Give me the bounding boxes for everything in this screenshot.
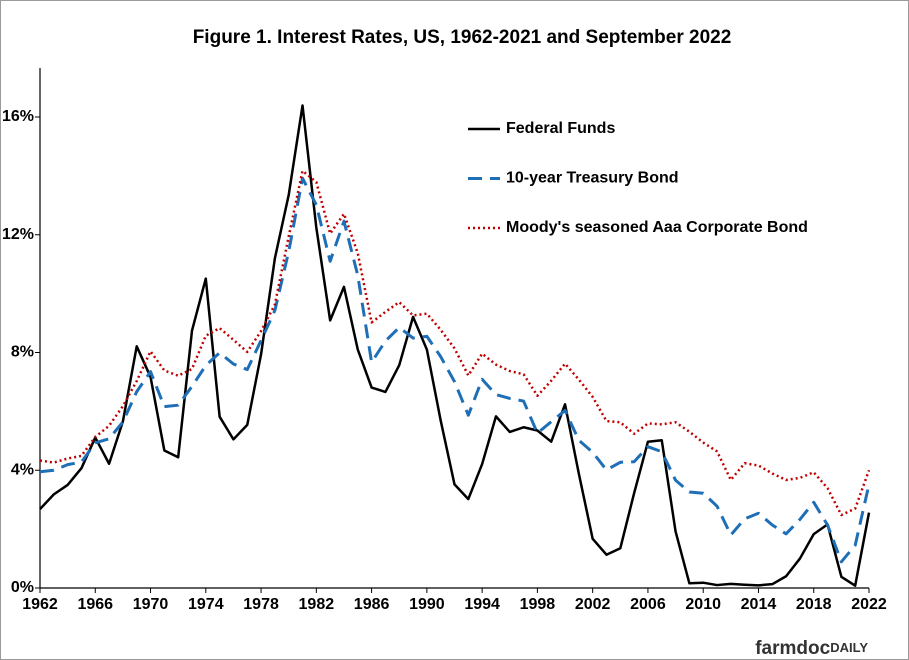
x-tick-label: 1974: [188, 596, 224, 613]
series-line: [39, 169, 871, 517]
x-tick-label: 1970: [133, 596, 169, 613]
y-tick-label: 0%: [11, 579, 34, 596]
x-tick-label: 1998: [520, 596, 556, 613]
y-tick-label: 4%: [11, 461, 34, 478]
y-tick-label: 12%: [2, 226, 34, 243]
x-tick-label: 1962: [22, 596, 58, 613]
x-tick-label: 1966: [77, 596, 113, 613]
legend-label: Moody's seasoned Aaa Corporate Bond: [506, 219, 808, 236]
x-tick-label: 2002: [575, 596, 611, 613]
series-line: [39, 104, 871, 587]
x-tick-label: 2010: [685, 596, 721, 613]
x-tick-label: 1994: [464, 596, 500, 613]
x-tick-label: 1982: [299, 596, 335, 613]
x-tick-label: 1990: [409, 596, 445, 613]
logo-sub: DAILY: [830, 640, 868, 655]
legend-label: 10-year Treasury Bond: [506, 170, 679, 187]
x-tick-label: 1986: [354, 596, 390, 613]
x-tick-label: 2022: [851, 596, 887, 613]
logo: farmdocDAILY: [755, 638, 868, 659]
chart-title: Figure 1. Interest Rates, US, 1962-2021 …: [193, 27, 732, 48]
x-tick-label: 1978: [243, 596, 279, 613]
logo-main: farmdoc: [755, 638, 830, 659]
x-tick-label: 2006: [630, 596, 666, 613]
y-tick-label: 8%: [11, 344, 34, 361]
x-tick-label: 2014: [741, 596, 777, 613]
series-line: [39, 176, 871, 564]
y-tick-label: 16%: [2, 108, 34, 125]
legend-label: Federal Funds: [506, 120, 615, 137]
x-tick-label: 2018: [796, 596, 832, 613]
